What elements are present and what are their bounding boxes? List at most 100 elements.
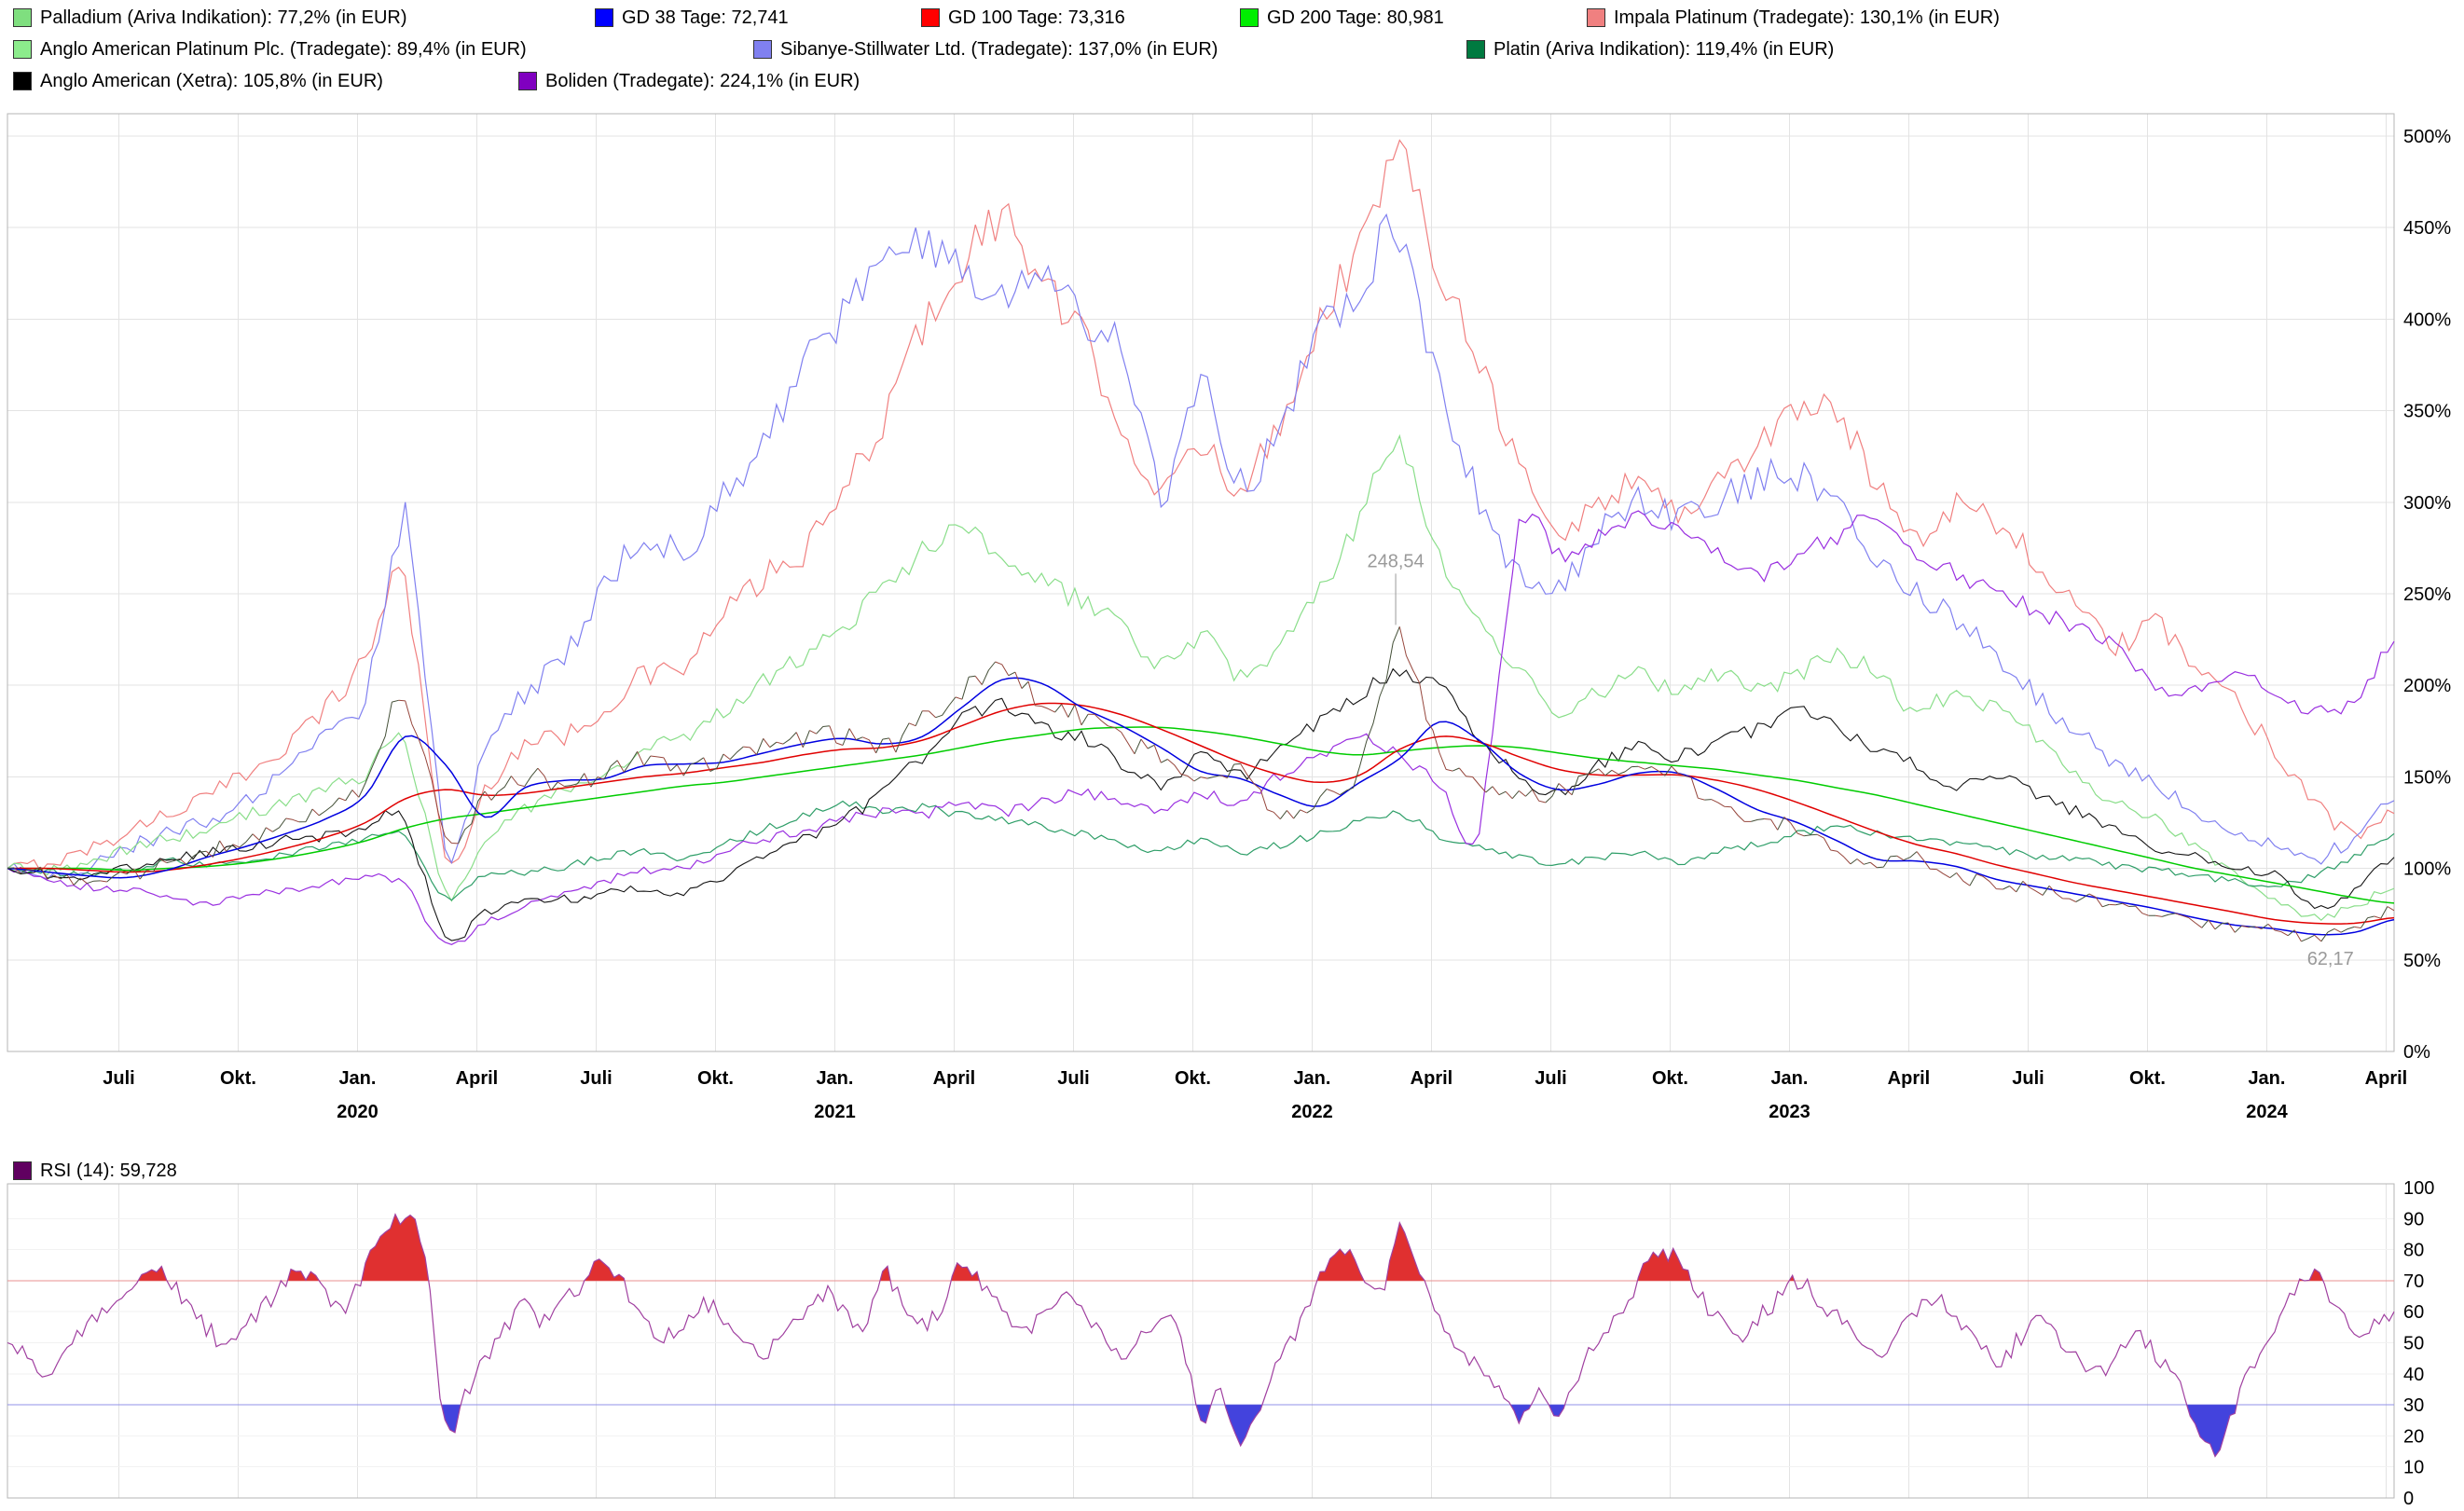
legend-swatch-boliden bbox=[518, 72, 537, 90]
rsi-y-tick-label: 50 bbox=[2403, 1334, 2424, 1354]
series-impala bbox=[7, 139, 2395, 872]
x-year-label: 2021 bbox=[814, 1102, 856, 1122]
rsi-y-tick-label: 40 bbox=[2403, 1365, 2424, 1385]
axis-labels: 0%50%100%150%200%250%300%350%400%450%500… bbox=[103, 127, 2451, 1509]
legend-item-anglo_platinum: Anglo American Platinum Plc. (Tradegate)… bbox=[13, 37, 527, 62]
rsi-y-tick-label: 0 bbox=[2403, 1489, 2414, 1509]
legend-swatch-gd100 bbox=[921, 8, 940, 27]
legend-item-boliden: Boliden (Tradegate): 224,1% (in EUR) bbox=[518, 69, 860, 93]
rsi-legend-item: RSI (14): 59,728 bbox=[13, 1159, 177, 1183]
legend-label-platin: Platin (Ariva Indikation): 119,4% (in EU… bbox=[1494, 39, 1835, 60]
series-platin bbox=[7, 800, 2395, 901]
main-y-tick-label: 250% bbox=[2403, 584, 2451, 605]
x-tick-label: Jan. bbox=[816, 1068, 853, 1089]
x-tick-label: Jan. bbox=[1293, 1068, 1330, 1089]
rsi-overbought-fill bbox=[361, 1214, 429, 1281]
x-tick-label: Juli bbox=[1057, 1068, 1089, 1089]
rsi-oversold-fill bbox=[1510, 1405, 1532, 1423]
main-y-tick-label: 0% bbox=[2403, 1042, 2430, 1063]
legend-label-anglo_platinum: Anglo American Platinum Plc. (Tradegate)… bbox=[40, 39, 527, 60]
x-tick-label: Okt. bbox=[220, 1068, 256, 1089]
rsi-y-tick-label: 100 bbox=[2403, 1178, 2434, 1199]
series-palladium-up bbox=[7, 626, 2388, 942]
legend-swatch-anglo_american bbox=[13, 72, 32, 90]
series-gd100 bbox=[7, 702, 2395, 925]
legend-swatch-platin bbox=[1466, 40, 1485, 59]
main-y-tick-label: 400% bbox=[2403, 309, 2451, 330]
rsi-legend-swatch bbox=[13, 1161, 32, 1180]
legend-item-gd38: GD 38 Tage: 72,741 bbox=[595, 6, 789, 30]
legend-label-anglo_american: Anglo American (Xetra): 105,8% (in EUR) bbox=[40, 71, 383, 91]
legend-item-platin: Platin (Ariva Indikation): 119,4% (in EU… bbox=[1466, 37, 1834, 62]
series-anglo_american bbox=[7, 667, 2395, 941]
rsi-overbought-fill bbox=[584, 1258, 625, 1281]
legend-item-anglo_american: Anglo American (Xetra): 105,8% (in EUR) bbox=[13, 69, 383, 93]
legend-item-gd100: GD 100 Tage: 73,316 bbox=[921, 6, 1125, 30]
main-y-tick-label: 50% bbox=[2403, 951, 2441, 971]
legend-swatch-sibanye bbox=[753, 40, 772, 59]
legend-item-palladium: Palladium (Ariva Indikation): 77,2% (in … bbox=[13, 6, 407, 30]
x-tick-label: Juli bbox=[103, 1068, 134, 1089]
legend-item-sibanye: Sibanye-Stillwater Ltd. (Tradegate): 137… bbox=[753, 37, 1218, 62]
legend-swatch-anglo_platinum bbox=[13, 40, 32, 59]
x-tick-label: Okt. bbox=[2129, 1068, 2166, 1089]
x-tick-label: Juli bbox=[580, 1068, 612, 1089]
legend-label-sibanye: Sibanye-Stillwater Ltd. (Tradegate): 137… bbox=[780, 39, 1218, 60]
x-tick-label: Jan. bbox=[338, 1068, 376, 1089]
series-boliden bbox=[7, 510, 2395, 945]
x-tick-label: Okt. bbox=[697, 1068, 734, 1089]
rsi-overbought-fill bbox=[138, 1266, 167, 1281]
legend-swatch-gd200 bbox=[1240, 8, 1259, 27]
annotation-palladium-min: 62,17 bbox=[2307, 949, 2354, 969]
x-tick-label: April bbox=[1888, 1068, 1931, 1089]
main-y-tick-label: 100% bbox=[2403, 859, 2451, 880]
x-year-label: 2024 bbox=[2246, 1102, 2288, 1122]
x-tick-label: April bbox=[1411, 1068, 1453, 1089]
rsi-overbought-fill bbox=[1316, 1249, 1365, 1281]
x-tick-label: Jan. bbox=[1770, 1068, 1808, 1089]
legend-swatch-impala bbox=[1587, 8, 1605, 27]
x-tick-label: Jan. bbox=[2248, 1068, 2285, 1089]
series-gd38 bbox=[7, 677, 2395, 936]
rsi-y-tick-label: 30 bbox=[2403, 1395, 2424, 1416]
main-y-tick-label: 300% bbox=[2403, 493, 2451, 514]
x-tick-label: Juli bbox=[2012, 1068, 2044, 1089]
rsi-oversold-fill bbox=[1225, 1405, 1262, 1446]
main-y-tick-label: 350% bbox=[2403, 402, 2451, 422]
legend-label-impala: Impala Platinum (Tradegate): 130,1% (in … bbox=[1614, 7, 2000, 28]
rsi-y-tick-label: 20 bbox=[2403, 1426, 2424, 1447]
main-y-tick-label: 200% bbox=[2403, 676, 2451, 696]
series-gd200 bbox=[7, 726, 2395, 904]
main-y-tick-label: 500% bbox=[2403, 127, 2451, 147]
legend-label-palladium: Palladium (Ariva Indikation): 77,2% (in … bbox=[40, 7, 407, 28]
series-sibanye bbox=[7, 213, 2395, 880]
rsi-overbought-fill bbox=[287, 1269, 320, 1281]
main-y-tick-label: 150% bbox=[2403, 767, 2451, 788]
rsi-y-tick-label: 90 bbox=[2403, 1209, 2424, 1229]
annotation-palladium-max: 248,54 bbox=[1367, 552, 1424, 572]
legend-label-gd100: GD 100 Tage: 73,316 bbox=[948, 7, 1125, 28]
rsi-y-tick-label: 80 bbox=[2403, 1241, 2424, 1261]
main-plot-frame bbox=[7, 113, 2395, 1052]
legend-label-gd200: GD 200 Tage: 80,981 bbox=[1267, 7, 1444, 28]
legend-item-gd200: GD 200 Tage: 80,981 bbox=[1240, 6, 1444, 30]
rsi-y-tick-label: 60 bbox=[2403, 1302, 2424, 1323]
rsi-oversold-fill bbox=[2186, 1405, 2237, 1457]
rsi-plot-frame bbox=[7, 1183, 2395, 1499]
x-year-label: 2023 bbox=[1769, 1102, 1810, 1122]
x-tick-label: Okt. bbox=[1175, 1068, 1211, 1089]
rsi-legend-label: RSI (14): 59,728 bbox=[40, 1161, 177, 1181]
rsi-oversold-fill bbox=[1196, 1405, 1211, 1423]
rsi-overbought-fill bbox=[951, 1262, 980, 1281]
x-tick-label: April bbox=[2365, 1068, 2408, 1089]
rsi-y-tick-label: 70 bbox=[2403, 1271, 2424, 1292]
series-anglo_platinum bbox=[7, 433, 2395, 922]
legend-swatch-gd38 bbox=[595, 8, 613, 27]
x-tick-label: Juli bbox=[1535, 1068, 1566, 1089]
gridlines bbox=[7, 114, 2394, 1498]
x-tick-label: Okt. bbox=[1652, 1068, 1688, 1089]
x-year-label: 2022 bbox=[1291, 1102, 1333, 1122]
x-year-label: 2020 bbox=[337, 1102, 379, 1122]
legend-swatch-palladium bbox=[13, 8, 32, 27]
